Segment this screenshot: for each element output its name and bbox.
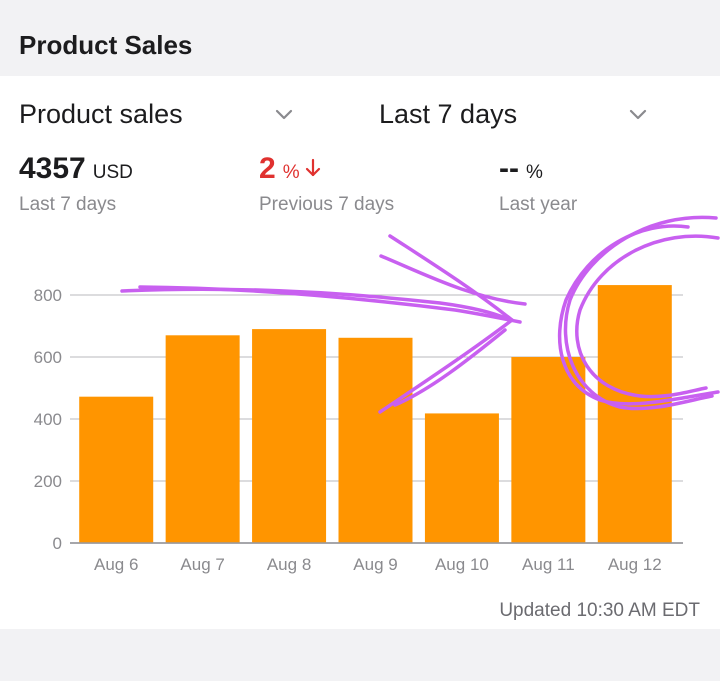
chevron-down-icon (629, 109, 647, 120)
x-tick-label: Aug 11 (522, 555, 575, 574)
range-selector[interactable]: Last 7 days (379, 96, 649, 132)
metric-last-year-caption: Last year (499, 194, 578, 215)
y-tick-label: 800 (34, 286, 62, 305)
x-tick-label: Aug 9 (353, 555, 397, 574)
metric-current-value: 4357 (19, 152, 86, 185)
x-tick-label: Aug 7 (180, 555, 224, 574)
bar (338, 337, 413, 543)
updated-timestamp: Updated 10:30 AM EDT (499, 600, 700, 621)
x-tick-label: Aug 8 (267, 555, 311, 574)
arrow-down-icon (305, 158, 320, 177)
metric-last-year: -- % Last year (499, 152, 577, 216)
bar (597, 285, 672, 543)
bottom-background (0, 629, 720, 681)
y-tick-label: 0 (53, 534, 62, 553)
bar (511, 357, 586, 543)
metric-selector[interactable]: Product sales (19, 96, 295, 132)
bar (424, 413, 499, 543)
metric-previous-value: 2 (259, 152, 276, 185)
x-tick-label: Aug 6 (94, 555, 138, 574)
metric-previous-unit: % (282, 162, 300, 183)
sales-card: Product sales Last 7 days 4357 USD Last … (0, 76, 720, 629)
page-header: Product Sales (0, 0, 720, 76)
range-selector-label: Last 7 days (379, 98, 518, 129)
metric-current-unit: USD (92, 162, 133, 183)
metric-previous: 2 % Previous 7 days (259, 152, 394, 216)
x-tick-label: Aug 10 (435, 555, 489, 574)
bar (79, 396, 154, 543)
y-tick-label: 400 (34, 410, 62, 429)
metric-current: 4357 USD Last 7 days (19, 152, 133, 216)
y-tick-label: 200 (34, 472, 62, 491)
y-tick-label: 600 (34, 348, 62, 367)
x-tick-label: Aug 12 (608, 555, 662, 574)
chevron-down-icon (275, 109, 293, 120)
metric-current-caption: Last 7 days (19, 194, 117, 215)
metric-last-year-value: -- (499, 152, 519, 185)
metric-last-year-unit: % (525, 162, 543, 183)
page-title: Product Sales (19, 30, 193, 60)
metric-previous-caption: Previous 7 days (259, 194, 395, 215)
bar (252, 329, 327, 543)
bar (165, 335, 240, 543)
sales-bar-chart: 0 200 400 600 800 Aug 6 Aug 7 Aug 8 Aug 9 Aug 10 A… (34, 285, 683, 574)
metric-selector-label: Product sales (19, 98, 183, 129)
